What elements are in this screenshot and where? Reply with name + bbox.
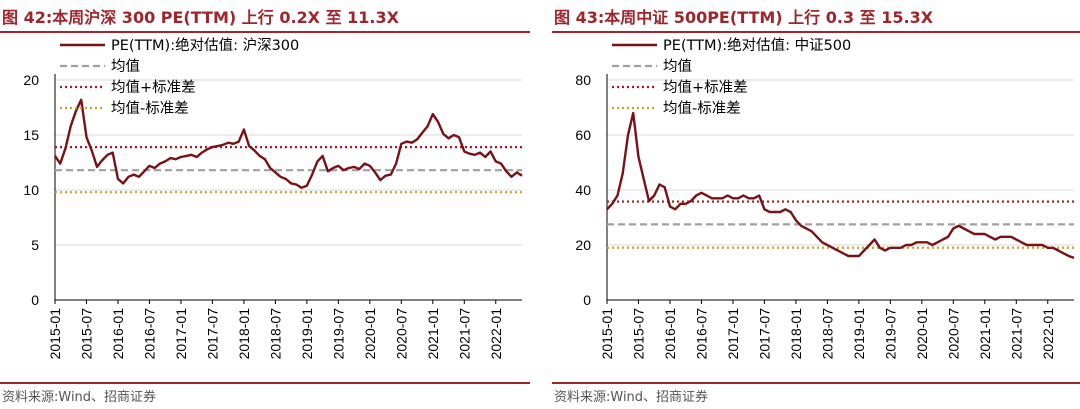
title-divider [0,31,530,33]
figure-43: 图 43:本周中证 500PE(TTM) 上行 0.3 至 15.3X 0 20 4… [552,0,1080,409]
legend-mean-plus-std-label: 均值+标准差 [663,79,748,96]
y-tick-label: 0 [583,292,591,308]
x-tick-label: 2018-07 [819,308,835,360]
x-tick-label: 2021-07 [1008,308,1024,360]
y-tick-label: 0 [31,292,39,308]
pe-chart-hs300: 0 5 10 15 20 2015-01 2015-07 2016-01 2016-07 2017… [23,37,523,360]
legend-mean-label: 均值 [111,58,140,75]
y-tick-label: 20 [23,72,39,88]
legend-mean-minus-std-label: 均值-标准差 [663,100,741,117]
legend-mean-minus-std-label: 均值-标准差 [111,100,189,117]
x-tick-label: 2018-01 [236,308,252,360]
x-tick-label: 2016-07 [693,308,709,360]
x-tick-label: 2019-01 [851,308,867,360]
x-tick-label: 2015-07 [630,308,646,360]
x-tick-label: 2017-01 [725,308,741,360]
x-tick-label: 2018-01 [788,308,804,360]
x-tick-label: 2019-01 [299,308,315,360]
x-tick-label: 2021-01 [977,308,993,360]
title-divider [552,31,1080,33]
x-tick-label: 2015-01 [47,308,63,360]
figure-title: 图 42:本周沪深 300 PE(TTM) 上行 0.2X 至 11.3X [2,8,399,27]
y-tick-label: 15 [23,127,39,143]
source-divider [552,382,1080,384]
x-tick-label: 2017-07 [756,308,772,360]
x-tick-label: 2020-07 [393,308,409,360]
source-divider [0,382,530,384]
pe-chart-csi500: 0 20 40 60 80 2015-01 2015-07 2016-01 2016-07 201… [575,37,1075,360]
x-tick-label: 2017-07 [204,308,220,360]
legend-mean-label: 均值 [663,58,692,75]
x-tick-label: 2017-01 [173,308,189,360]
y-tick-label: 60 [575,127,591,143]
x-tick-label: 2021-07 [456,308,472,360]
source-note: 资料来源:Wind、招商证券 [554,390,709,405]
legend-pe-label: PE(TTM):绝对估值: 中证500 [663,37,851,54]
source-note: 资料来源:Wind、招商证券 [2,390,157,405]
x-tick-label: 2019-07 [330,308,346,360]
x-tick-label: 2016-01 [110,308,126,360]
legend-pe-label: PE(TTM):绝对估值: 沪深300 [111,37,299,54]
figure-title: 图 43:本周中证 500PE(TTM) 上行 0.3 至 15.3X [554,8,934,27]
x-tick-label: 2020-01 [914,308,930,360]
x-tick-label: 2020-07 [945,308,961,360]
x-tick-label: 2018-07 [267,308,283,360]
y-tick-label: 10 [23,182,39,198]
figure-42: 图 42:本周沪深 300 PE(TTM) 上行 0.2X 至 11.3X 0 5… [0,0,530,409]
y-tick-label: 40 [575,182,591,198]
x-tick-label: 2015-01 [599,308,615,360]
x-tick-label: 2022-01 [1040,308,1056,360]
pe-series-line [54,98,523,190]
x-tick-label: 2016-07 [141,308,157,360]
y-tick-label: 20 [575,237,591,253]
x-tick-label: 2021-01 [425,308,441,360]
x-tick-label: 2019-07 [882,308,898,360]
legend-mean-plus-std-label: 均值+标准差 [111,79,196,96]
x-tick-label: 2022-01 [488,308,504,360]
pe-series-line [606,111,1075,260]
x-tick-label: 2016-01 [662,308,678,360]
y-tick-label: 80 [575,72,591,88]
x-tick-label: 2015-07 [78,308,94,360]
y-tick-label: 5 [31,237,39,253]
x-tick-label: 2020-01 [362,308,378,360]
